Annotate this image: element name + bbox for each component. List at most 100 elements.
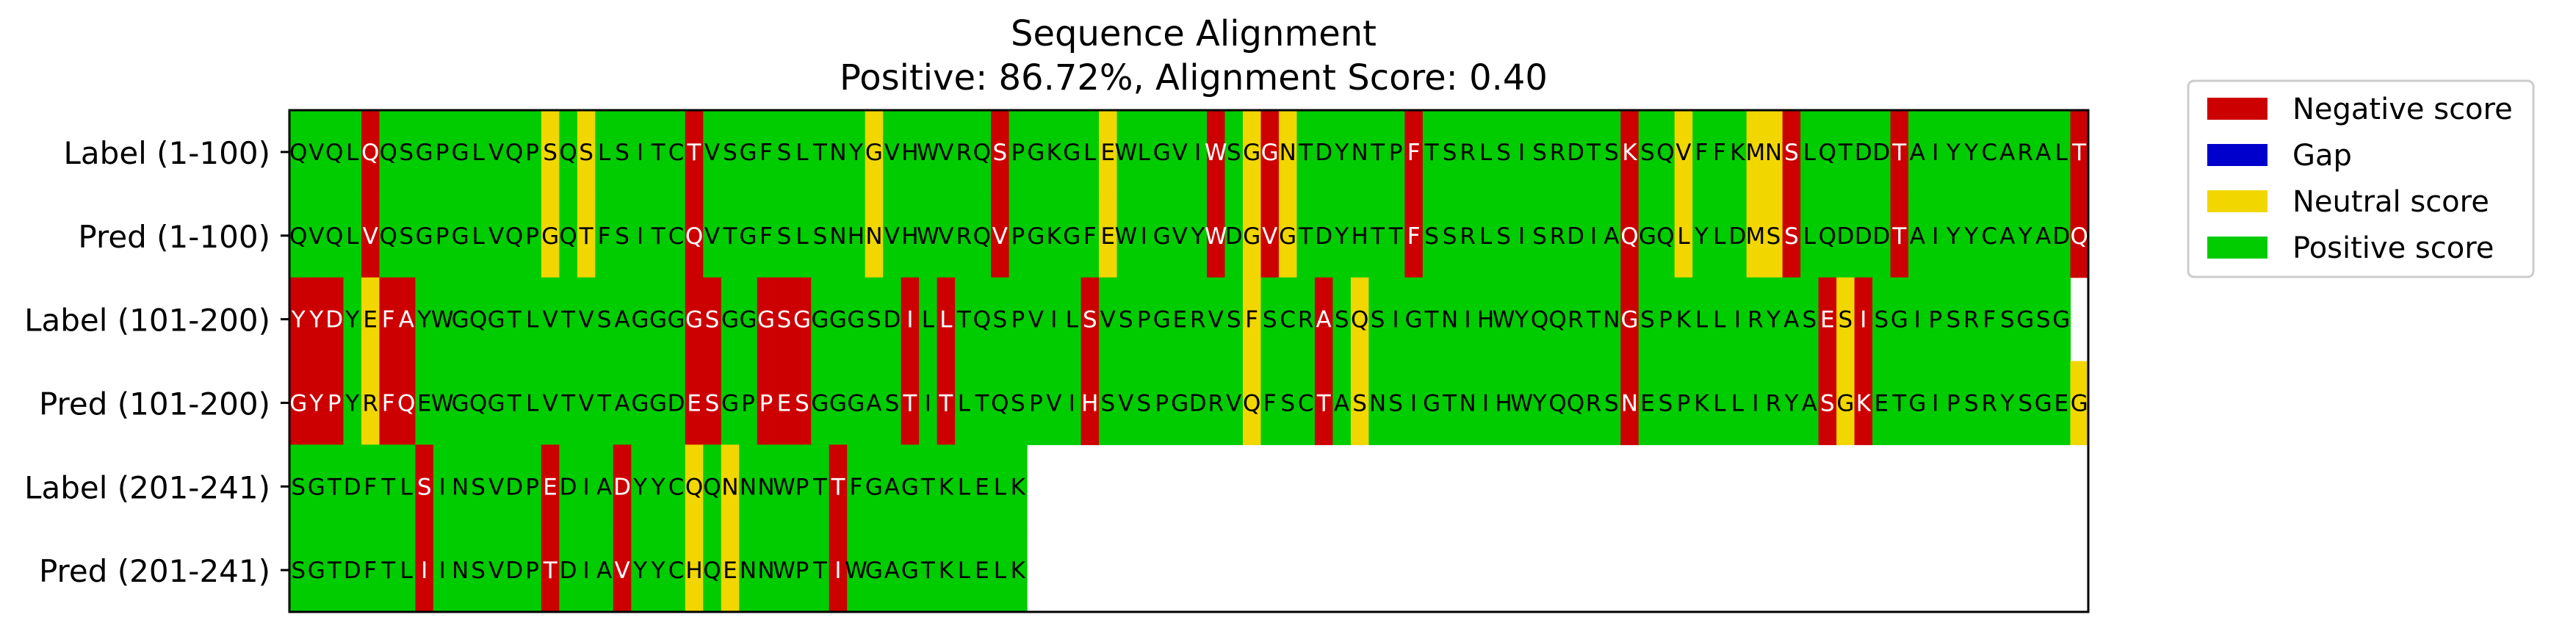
alignment-cell bbox=[613, 193, 632, 278]
residue-letter: G bbox=[685, 307, 703, 333]
residue-letter: S bbox=[885, 390, 900, 417]
residue-letter: H bbox=[1351, 223, 1368, 250]
residue-letter: D bbox=[2052, 223, 2070, 250]
alignment-cell bbox=[883, 361, 902, 445]
alignment-cell bbox=[793, 193, 812, 278]
alignment-cell bbox=[1962, 110, 1981, 195]
alignment-cell bbox=[1764, 277, 1783, 362]
residue-letter: P bbox=[525, 223, 539, 250]
residue-letter: S bbox=[597, 307, 612, 333]
alignment-cell bbox=[1764, 361, 1783, 445]
residue-letter: Q bbox=[505, 140, 523, 166]
residue-letter: L bbox=[400, 474, 414, 500]
residue-letter: L bbox=[958, 474, 971, 500]
alignment-cell bbox=[1728, 361, 1747, 445]
residue-letter: G bbox=[793, 307, 811, 333]
residue-letter: S bbox=[1136, 390, 1151, 417]
alignment-cell bbox=[973, 193, 992, 278]
residue-letter: S bbox=[867, 307, 881, 333]
alignment-cell bbox=[1602, 193, 1621, 278]
residue-letter: C bbox=[668, 140, 685, 166]
residue-letter: S bbox=[1227, 307, 1241, 333]
alignment-cell bbox=[955, 193, 974, 278]
residue-letter: W bbox=[845, 558, 867, 584]
alignment-cell bbox=[1530, 361, 1549, 445]
alignment-cell bbox=[1530, 110, 1549, 195]
alignment-cell bbox=[1854, 110, 1873, 195]
alignment-cell bbox=[1458, 110, 1477, 195]
residue-letter: E bbox=[1172, 307, 1187, 333]
alignment-cell bbox=[1710, 193, 1729, 278]
residue-letter: N bbox=[1280, 140, 1296, 166]
residue-letter: V bbox=[1172, 223, 1188, 250]
residue-letter: L bbox=[1803, 223, 1816, 250]
alignment-cell bbox=[1926, 193, 1945, 278]
residue-letter: G bbox=[1027, 223, 1045, 250]
alignment-cell bbox=[1980, 361, 1999, 445]
alignment-cell bbox=[703, 528, 722, 613]
alignment-cell bbox=[901, 193, 920, 278]
residue-letter: Q bbox=[559, 140, 577, 166]
residue-letter: Y bbox=[1946, 140, 1960, 166]
alignment-cell bbox=[1188, 110, 1208, 195]
residue-letter: S bbox=[1604, 390, 1619, 417]
residue-letter: P bbox=[795, 558, 809, 584]
residue-letter: P bbox=[741, 390, 755, 417]
residue-letter: S bbox=[2036, 307, 2051, 333]
residue-letter: E bbox=[1640, 390, 1655, 417]
residue-letter: G bbox=[1243, 140, 1260, 166]
residue-letter: K bbox=[1011, 474, 1026, 500]
alignment-cell bbox=[721, 110, 740, 195]
alignment-cell bbox=[1135, 193, 1154, 278]
alignment-cell bbox=[1800, 361, 1819, 445]
residue-letter: F bbox=[1407, 140, 1421, 166]
residue-letter: D bbox=[1225, 223, 1243, 250]
alignment-cell bbox=[1152, 361, 1172, 445]
alignment-cell bbox=[1818, 277, 1837, 362]
residue-letter: Q bbox=[1548, 390, 1566, 417]
residue-letter: R bbox=[1567, 307, 1584, 333]
residue-letter: G bbox=[865, 140, 883, 166]
alignment-cell bbox=[703, 444, 722, 529]
alignment-cell bbox=[1638, 277, 1657, 362]
residue-letter: P bbox=[1155, 390, 1169, 417]
residue-letter: S bbox=[777, 223, 792, 250]
residue-letter: R bbox=[956, 140, 973, 166]
alignment-cell bbox=[757, 528, 776, 613]
alignment-cell bbox=[2052, 277, 2071, 362]
legend-swatch bbox=[2207, 144, 2267, 166]
residue-letter: M bbox=[1746, 223, 1766, 250]
alignment-cell bbox=[433, 277, 452, 362]
alignment-cell bbox=[1009, 277, 1028, 362]
residue-letter: D bbox=[1855, 223, 1872, 250]
residue-letter: I bbox=[637, 223, 643, 250]
alignment-cell bbox=[991, 110, 1010, 195]
alignment-cell bbox=[415, 193, 434, 278]
alignment-cell bbox=[1692, 110, 1711, 195]
residue-letter: S bbox=[1604, 140, 1619, 166]
residue-letter: Q bbox=[397, 390, 415, 417]
alignment-cell bbox=[1944, 361, 1963, 445]
residue-letter: S bbox=[1839, 307, 1853, 333]
residue-letter: R bbox=[1190, 307, 1206, 333]
legend-swatch bbox=[2207, 237, 2267, 259]
alignment-cell bbox=[901, 277, 920, 362]
residue-letter: Y bbox=[1946, 223, 1960, 250]
residue-letter: T bbox=[1891, 223, 1907, 250]
alignment-cell bbox=[1332, 361, 1352, 445]
residue-letter: L bbox=[526, 390, 539, 417]
residue-letter: V bbox=[488, 558, 504, 584]
residue-letter: C bbox=[1981, 223, 1997, 250]
residue-letter: D bbox=[560, 558, 577, 584]
residue-letter: S bbox=[399, 223, 414, 250]
residue-letter: G bbox=[829, 390, 847, 417]
residue-letter: D bbox=[325, 307, 343, 333]
residue-letter: L bbox=[346, 140, 359, 166]
alignment-cell bbox=[2052, 193, 2071, 278]
residue-letter: F bbox=[1695, 140, 1709, 166]
residue-letter: A bbox=[884, 558, 900, 584]
residue-letter: S bbox=[471, 474, 486, 500]
residue-letter: Y bbox=[309, 307, 323, 333]
alignment-cell bbox=[1080, 110, 1100, 195]
